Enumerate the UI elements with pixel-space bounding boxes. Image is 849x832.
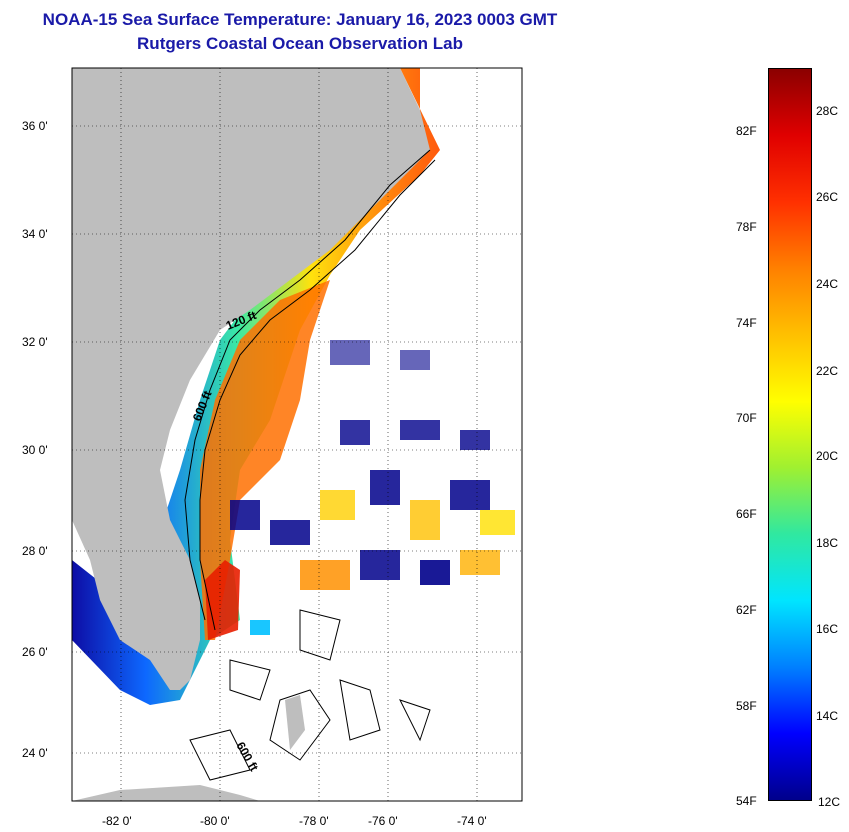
graticule — [72, 68, 522, 801]
cb-c-14: 14C — [816, 709, 839, 723]
lat-label-32: 32 0' — [22, 335, 48, 349]
bahamas-outlines — [189, 609, 431, 781]
lat-label-30: 30 0' — [22, 443, 48, 457]
cb-c-12: 12C — [818, 795, 841, 809]
lat-label-26: 26 0' — [22, 645, 48, 659]
contour-120ft — [184, 149, 431, 621]
lon-label-74: -74 0' — [457, 814, 487, 828]
cb-c-16: 16C — [816, 622, 839, 636]
map-frame — [71, 67, 523, 802]
lon-label-82: -82 0' — [102, 814, 132, 828]
cb-c-24: 24C — [816, 277, 839, 291]
map-area — [72, 68, 522, 801]
offshore-sst-patches — [230, 340, 515, 635]
cb-f-74: 74F — [736, 316, 757, 330]
lat-label-36: 36 0' — [22, 119, 48, 133]
lon-label-80: -80 0' — [200, 814, 230, 828]
lat-label-28: 28 0' — [22, 544, 48, 558]
title-line-2: Rutgers Coastal Ocean Observation Lab — [137, 34, 463, 53]
cb-c-20: 20C — [816, 449, 839, 463]
lat-label-34: 34 0' — [22, 227, 48, 241]
title-line-1: NOAA-15 Sea Surface Temperature: January… — [42, 10, 558, 29]
cb-f-82: 82F — [736, 124, 757, 138]
cb-f-78: 78F — [736, 220, 757, 234]
land-mainland — [72, 68, 430, 690]
gulf-stream-core — [200, 280, 330, 640]
cb-f-54: 54F — [736, 794, 757, 808]
temperature-colorbar — [768, 68, 812, 801]
lat-label-24: 24 0' — [22, 746, 48, 760]
cb-c-22: 22C — [816, 364, 839, 378]
contour-600ft — [199, 159, 436, 631]
cb-f-66: 66F — [736, 507, 757, 521]
cb-f-62: 62F — [736, 603, 757, 617]
lon-label-78: -78 0' — [299, 814, 329, 828]
cuba-land — [72, 785, 260, 801]
cb-f-70: 70F — [736, 411, 757, 425]
lon-label-76: -76 0' — [368, 814, 398, 828]
bahamas-land — [285, 695, 305, 750]
cb-c-28: 28C — [816, 104, 839, 118]
cb-f-58: 58F — [736, 699, 757, 713]
gulf-stream-hot — [205, 560, 240, 640]
cb-c-18: 18C — [816, 536, 839, 550]
cb-c-26: 26C — [816, 190, 839, 204]
